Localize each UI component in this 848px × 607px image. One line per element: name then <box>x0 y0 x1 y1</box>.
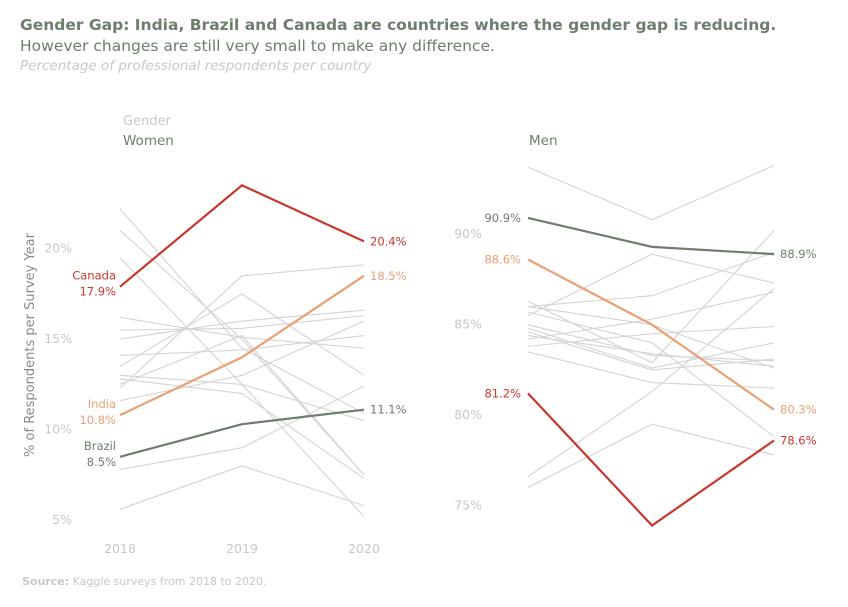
series-line-brazil <box>527 216 775 256</box>
series-end-value: 80.3% <box>780 403 817 417</box>
context-series-line <box>527 324 775 362</box>
series-line-india <box>527 258 775 411</box>
context-series-line <box>119 264 365 389</box>
source-text: Kaggle surveys from 2018 to 2020. <box>72 575 267 588</box>
chart-caption: Percentage of professional respondents p… <box>20 58 372 74</box>
series-end-value: 78.6% <box>780 433 817 447</box>
series-end-value: 18.5% <box>370 269 407 283</box>
context-series-line <box>527 334 775 367</box>
y-tick-label: 85% <box>454 317 482 332</box>
series-start-value: 17.9% <box>79 285 116 299</box>
context-series-line <box>119 374 365 422</box>
series-name-label: Brazil <box>84 439 116 453</box>
series-line-brazil <box>119 408 365 458</box>
context-series-line <box>527 164 775 221</box>
context-series-line <box>119 334 365 356</box>
series-line-canada <box>527 392 775 527</box>
context-series-line <box>119 316 365 349</box>
series-start-value: 10.8% <box>79 413 116 427</box>
panel-title: Women <box>123 133 174 149</box>
context-series-line <box>527 325 775 347</box>
x-tick-label: 2018 <box>104 541 136 556</box>
x-tick-label: 2020 <box>348 541 380 556</box>
source-note: Source: Kaggle surveys from 2018 to 2020… <box>22 575 267 588</box>
context-series-line <box>527 253 775 317</box>
panel-women: Women 5% 10% 15% 20% 2018 2019 2020 Canada 17.9% 2… <box>44 133 406 556</box>
context-series-line <box>119 230 365 476</box>
context-series-line <box>527 351 775 389</box>
y-tick-label: 10% <box>44 422 72 437</box>
context-series-line <box>119 334 365 476</box>
y-tick-label: 80% <box>454 407 482 422</box>
context-series-line <box>119 465 365 510</box>
series-name-label: India <box>88 397 116 411</box>
y-tick-label: 20% <box>44 241 72 256</box>
series-start-value: 8.5% <box>87 455 116 469</box>
context-series-line <box>527 291 775 340</box>
y-tick-label: 15% <box>44 331 72 346</box>
context-series-line <box>527 288 775 478</box>
series-line-canada <box>119 184 365 288</box>
panel-title: Men <box>529 133 558 149</box>
chart-subtitle: However changes are still very small to … <box>20 37 495 55</box>
series-line-india <box>119 274 365 417</box>
panel-men: Men 75% 80% 85% 90%90.9% 88.9% 88.6% 80.3% 81.2%… <box>454 133 817 527</box>
context-series-line <box>119 385 365 470</box>
context-series-line <box>527 331 775 371</box>
context-series-line <box>119 315 365 331</box>
context-series-line <box>119 320 365 402</box>
context-series-line <box>119 208 365 414</box>
series-start-value: 90.9% <box>484 211 521 225</box>
context-series-line <box>119 257 365 517</box>
context-series-line <box>119 293 365 376</box>
series-start-value: 81.2% <box>484 386 521 400</box>
y-tick-label: 75% <box>454 498 482 513</box>
series-start-value: 88.6% <box>484 253 521 267</box>
context-series-line <box>119 378 365 479</box>
context-series-line <box>527 230 775 364</box>
series-end-value: 88.9% <box>780 247 817 261</box>
context-series-line <box>527 251 775 308</box>
y-tick-label: 5% <box>52 512 72 527</box>
context-series-line <box>119 309 365 340</box>
series-name-label: Canada <box>72 269 116 283</box>
y-tick-label: 90% <box>454 226 482 241</box>
context-series-line <box>527 423 775 489</box>
series-end-value: 11.1% <box>370 403 407 417</box>
y-axis-label: % of Respondents per Survey Year <box>23 232 38 457</box>
chart-title: Gender Gap: India, Brazil and Canada are… <box>20 16 777 34</box>
source-label: Source: <box>22 575 70 588</box>
x-tick-label: 2019 <box>226 541 258 556</box>
context-series-line <box>527 311 775 438</box>
series-end-value: 20.4% <box>370 234 407 248</box>
legend-title: Gender <box>123 114 172 129</box>
